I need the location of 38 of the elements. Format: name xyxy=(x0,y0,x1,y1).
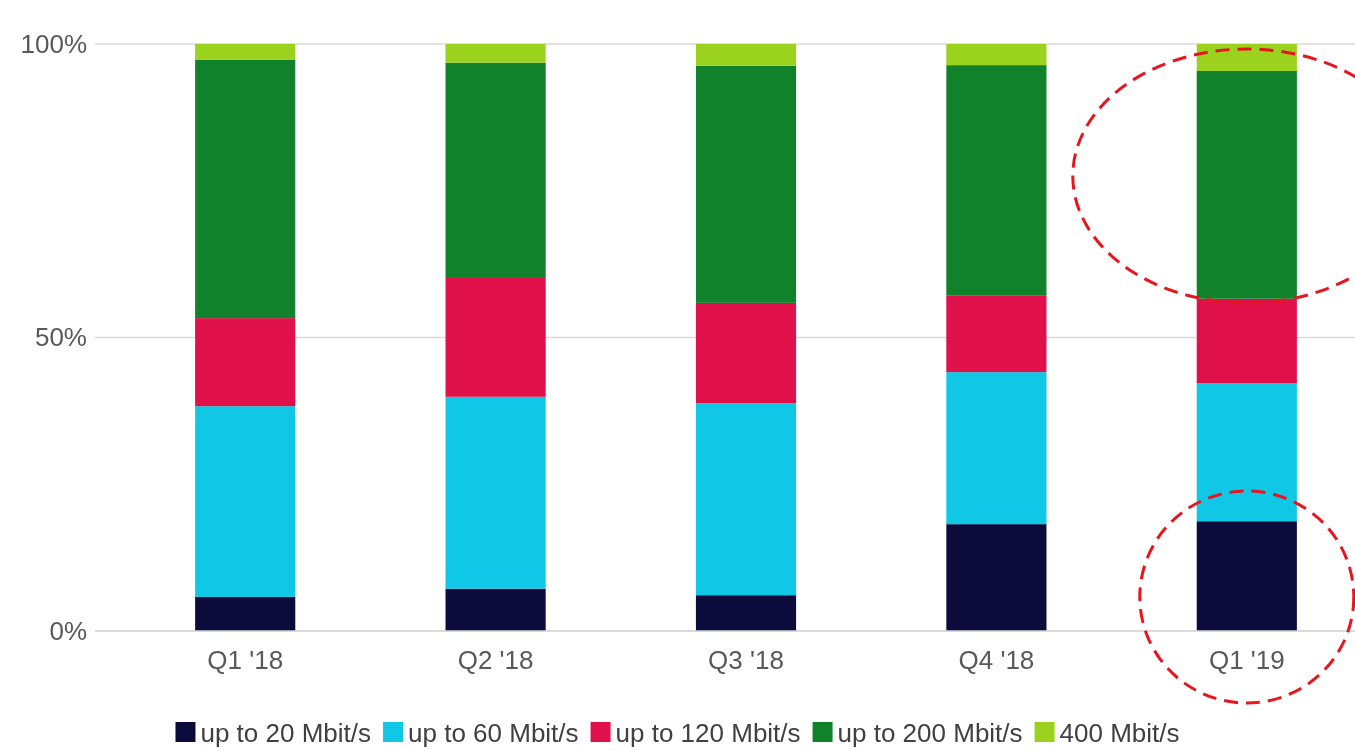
legend-label: 400 Mbit/s xyxy=(1059,718,1180,748)
x-tick-label: Q2 '18 xyxy=(457,645,534,676)
bar xyxy=(1196,521,1297,631)
legend-label: up to 200 Mbit/s xyxy=(837,718,1023,748)
bar xyxy=(946,295,1047,373)
bar xyxy=(195,44,296,60)
bar xyxy=(445,44,546,63)
bar xyxy=(946,524,1047,631)
bar xyxy=(445,277,546,397)
bar xyxy=(1196,44,1297,71)
x-tick-label: Q1 '19 xyxy=(1208,645,1285,676)
legend-label: up to 120 Mbit/s xyxy=(615,718,801,748)
bar xyxy=(695,65,797,303)
bar xyxy=(946,44,1047,66)
y-tick-label: 0% xyxy=(49,615,87,646)
legend-label: up to 20 Mbit/s xyxy=(200,718,372,748)
bar xyxy=(695,44,797,66)
x-tick-label: Q4 '18 xyxy=(958,645,1035,676)
bar xyxy=(946,372,1047,525)
bar xyxy=(1196,383,1297,522)
bar xyxy=(695,302,797,404)
bar xyxy=(946,65,1047,296)
bar xyxy=(195,318,296,407)
y-tick-label: 50% xyxy=(34,322,87,353)
x-tick-label: Q1 '18 xyxy=(207,645,284,676)
bar xyxy=(195,406,296,597)
bar xyxy=(445,396,546,589)
bar xyxy=(195,59,296,319)
bar xyxy=(195,596,296,631)
bar xyxy=(695,595,797,631)
bar xyxy=(445,62,546,278)
legend-label: up to 60 Mbit/s xyxy=(408,718,579,748)
bar xyxy=(695,403,797,596)
bar xyxy=(445,588,546,631)
x-tick-label: Q3 '18 xyxy=(708,645,784,676)
bar xyxy=(1196,71,1297,299)
bar xyxy=(1196,298,1297,384)
y-tick-label: 100% xyxy=(20,28,87,59)
